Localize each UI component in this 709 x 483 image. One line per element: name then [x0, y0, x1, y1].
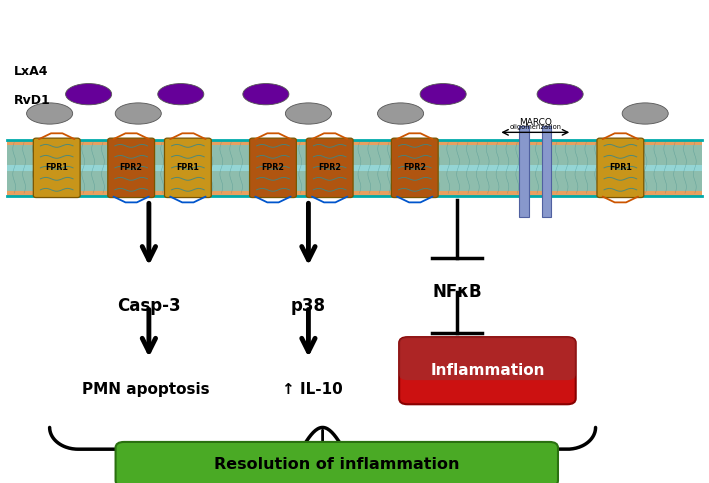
Ellipse shape — [377, 103, 424, 124]
Text: FPR2: FPR2 — [318, 163, 341, 172]
Text: FPR1: FPR1 — [45, 163, 68, 172]
Text: FPR2: FPR2 — [120, 163, 143, 172]
Text: FPR2: FPR2 — [403, 163, 426, 172]
Ellipse shape — [65, 84, 112, 105]
FancyBboxPatch shape — [164, 138, 211, 198]
Text: MARCO: MARCO — [519, 117, 552, 127]
Text: p38: p38 — [291, 297, 326, 315]
Bar — [519, 126, 528, 217]
Text: RvD1: RvD1 — [14, 94, 51, 107]
Text: Casp-3: Casp-3 — [117, 297, 181, 315]
Text: oligomerization: oligomerization — [509, 124, 562, 130]
Bar — [7, 140, 702, 165]
FancyBboxPatch shape — [399, 337, 576, 404]
Ellipse shape — [27, 103, 72, 124]
FancyBboxPatch shape — [250, 138, 296, 198]
Ellipse shape — [158, 84, 204, 105]
Text: FPR1: FPR1 — [177, 163, 199, 172]
Ellipse shape — [537, 84, 583, 105]
FancyBboxPatch shape — [399, 337, 576, 380]
FancyBboxPatch shape — [306, 138, 353, 198]
Text: FPR2: FPR2 — [262, 163, 284, 172]
Text: LxA4: LxA4 — [14, 65, 49, 78]
FancyBboxPatch shape — [391, 138, 438, 198]
Bar — [7, 170, 702, 196]
Ellipse shape — [420, 84, 467, 105]
FancyBboxPatch shape — [597, 138, 644, 198]
Ellipse shape — [242, 84, 289, 105]
Text: FPR1: FPR1 — [609, 163, 632, 172]
Text: ↑ IL-10: ↑ IL-10 — [281, 382, 342, 397]
Text: Resolution of inflammation: Resolution of inflammation — [214, 456, 459, 472]
FancyBboxPatch shape — [116, 442, 558, 483]
Bar — [542, 126, 552, 217]
Bar — [7, 144, 702, 191]
Ellipse shape — [285, 103, 332, 124]
Text: NFκB: NFκB — [432, 283, 482, 300]
Ellipse shape — [623, 103, 669, 124]
Text: Inflammation: Inflammation — [430, 363, 545, 379]
Ellipse shape — [115, 103, 161, 124]
Text: PMN apoptosis: PMN apoptosis — [82, 382, 209, 397]
FancyBboxPatch shape — [108, 138, 155, 198]
FancyBboxPatch shape — [33, 138, 80, 198]
